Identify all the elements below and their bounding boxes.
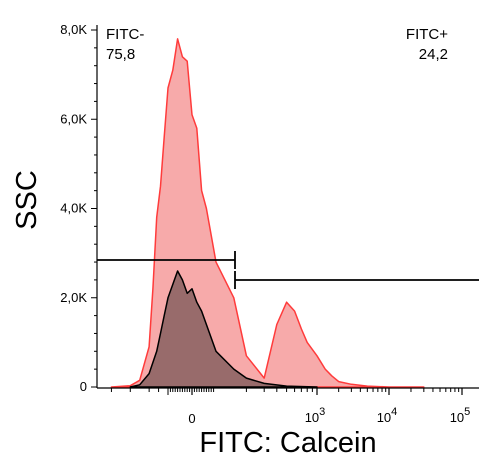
y-axis-title: SSC [11, 170, 43, 230]
axis-layer: 0 2,0K 4,0K 6,0K 8,0K 0 103 104 105 [60, 22, 479, 426]
y-tick-label: 2,0K [60, 290, 87, 305]
series-area-1 [129, 270, 318, 388]
series-area-0 [110, 38, 425, 388]
x-tick-label: 105 [450, 406, 471, 425]
x-axis-title: FITC: Calcein [199, 427, 376, 459]
gate-fitc-neg-value: 75,8 [106, 46, 135, 63]
y-tick-label: 8,0K [60, 22, 87, 37]
x-tick-label: 103 [305, 406, 326, 425]
gate-layer [97, 251, 479, 289]
gate-fitc-pos-name: FITC+ [406, 26, 448, 43]
gate-fitc-pos-value: 24,2 [419, 46, 448, 63]
y-tick-label: 6,0K [60, 111, 87, 126]
series-layer [110, 38, 425, 388]
x-tick-label: 104 [377, 406, 398, 425]
y-tick-label: 4,0K [60, 201, 87, 216]
x-tick-label: 0 [188, 411, 195, 426]
y-tick-label: 0 [80, 379, 87, 394]
gate-fitc-neg-name: FITC- [106, 26, 144, 43]
